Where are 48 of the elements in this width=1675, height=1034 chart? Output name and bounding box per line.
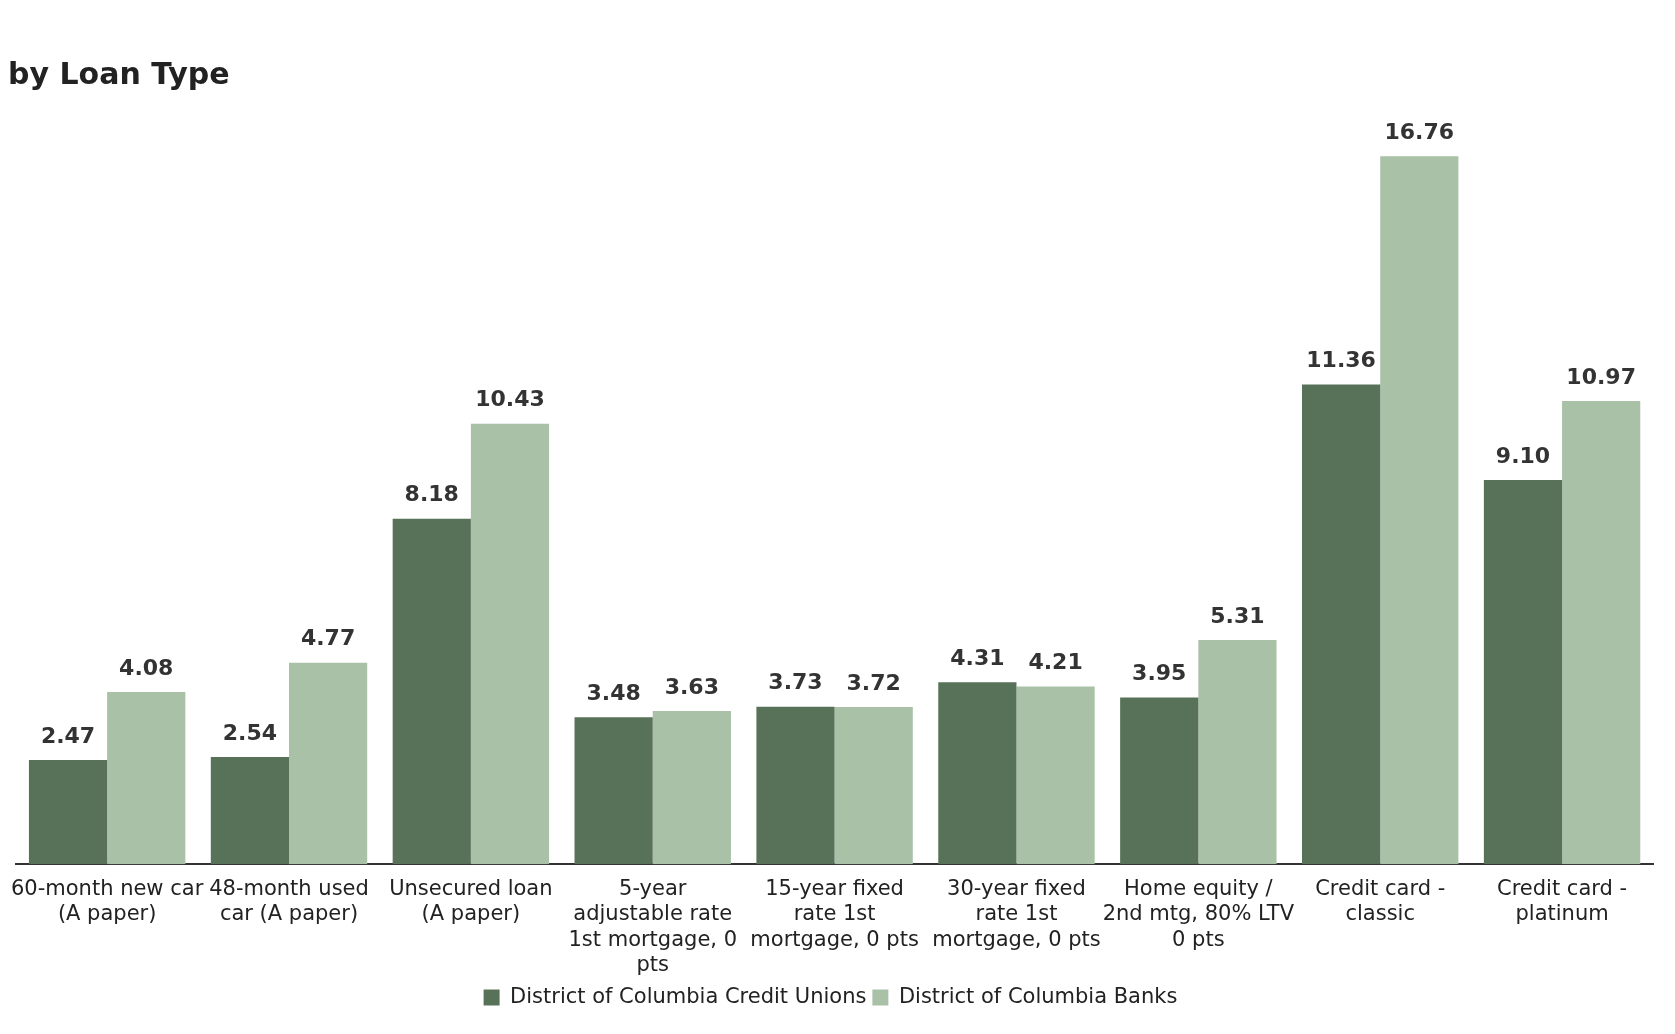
bar — [289, 662, 368, 865]
data-label: 4.08 — [119, 654, 174, 680]
bar — [756, 706, 835, 865]
x-tick-label: 60-month new car (A paper) — [11, 876, 204, 926]
x-tick-label: 15-year fixed rate 1st mortgage, 0 pts — [750, 876, 919, 951]
x-tick-label: Credit card - classic — [1315, 876, 1446, 926]
bar — [938, 682, 1017, 865]
bar — [652, 710, 731, 865]
data-label: 4.31 — [950, 644, 1005, 670]
legend-label: District of Columbia Credit Unions — [510, 983, 867, 1008]
x-tick-label: 30-year fixed rate 1st mortgage, 0 pts — [932, 876, 1101, 951]
data-label: 10.43 — [475, 386, 545, 412]
chart-title: by Loan Type — [8, 55, 230, 91]
data-label: 2.47 — [40, 722, 96, 748]
x-tick-label: 5-year adjustable rate 1st mortgage, 0 pts — [568, 876, 737, 976]
data-label: 5.31 — [1210, 602, 1265, 628]
data-label: 11.36 — [1306, 347, 1376, 373]
bar — [1562, 400, 1641, 865]
data-label: 2.54 — [222, 719, 278, 745]
x-tick-label: Credit card - platinum — [1497, 876, 1628, 926]
x-tick-label: 48-month used car (A paper) — [209, 876, 369, 926]
bar — [1483, 479, 1563, 865]
bar — [470, 423, 550, 865]
bar — [1016, 686, 1095, 865]
bar — [28, 759, 108, 865]
bar — [1302, 384, 1381, 865]
bar — [107, 691, 186, 865]
bar — [1380, 156, 1459, 865]
data-label: 3.95 — [1132, 660, 1187, 686]
data-label: 3.63 — [664, 673, 719, 699]
data-label: 3.48 — [586, 679, 641, 705]
data-label: 3.72 — [846, 669, 901, 695]
data-label: 16.76 — [1384, 119, 1455, 145]
bar — [574, 717, 653, 865]
data-label: 3.73 — [768, 669, 823, 695]
data-label: 4.77 — [300, 625, 356, 651]
data-label: 8.18 — [404, 481, 459, 507]
data-label: 9.10 — [1495, 442, 1551, 468]
data-label: 10.97 — [1566, 363, 1636, 389]
bar — [392, 518, 471, 865]
legend-label: District of Columbia Banks — [898, 983, 1178, 1008]
bar — [1120, 697, 1199, 865]
x-tick-label: Unsecured loan (A paper) — [389, 876, 553, 926]
bar — [1198, 639, 1277, 865]
bar — [834, 707, 913, 865]
data-label: 4.21 — [1028, 649, 1083, 675]
bar — [210, 756, 289, 865]
x-tick-label: Home equity / 2nd mtg, 80% LTV 0 pts — [1102, 876, 1295, 951]
